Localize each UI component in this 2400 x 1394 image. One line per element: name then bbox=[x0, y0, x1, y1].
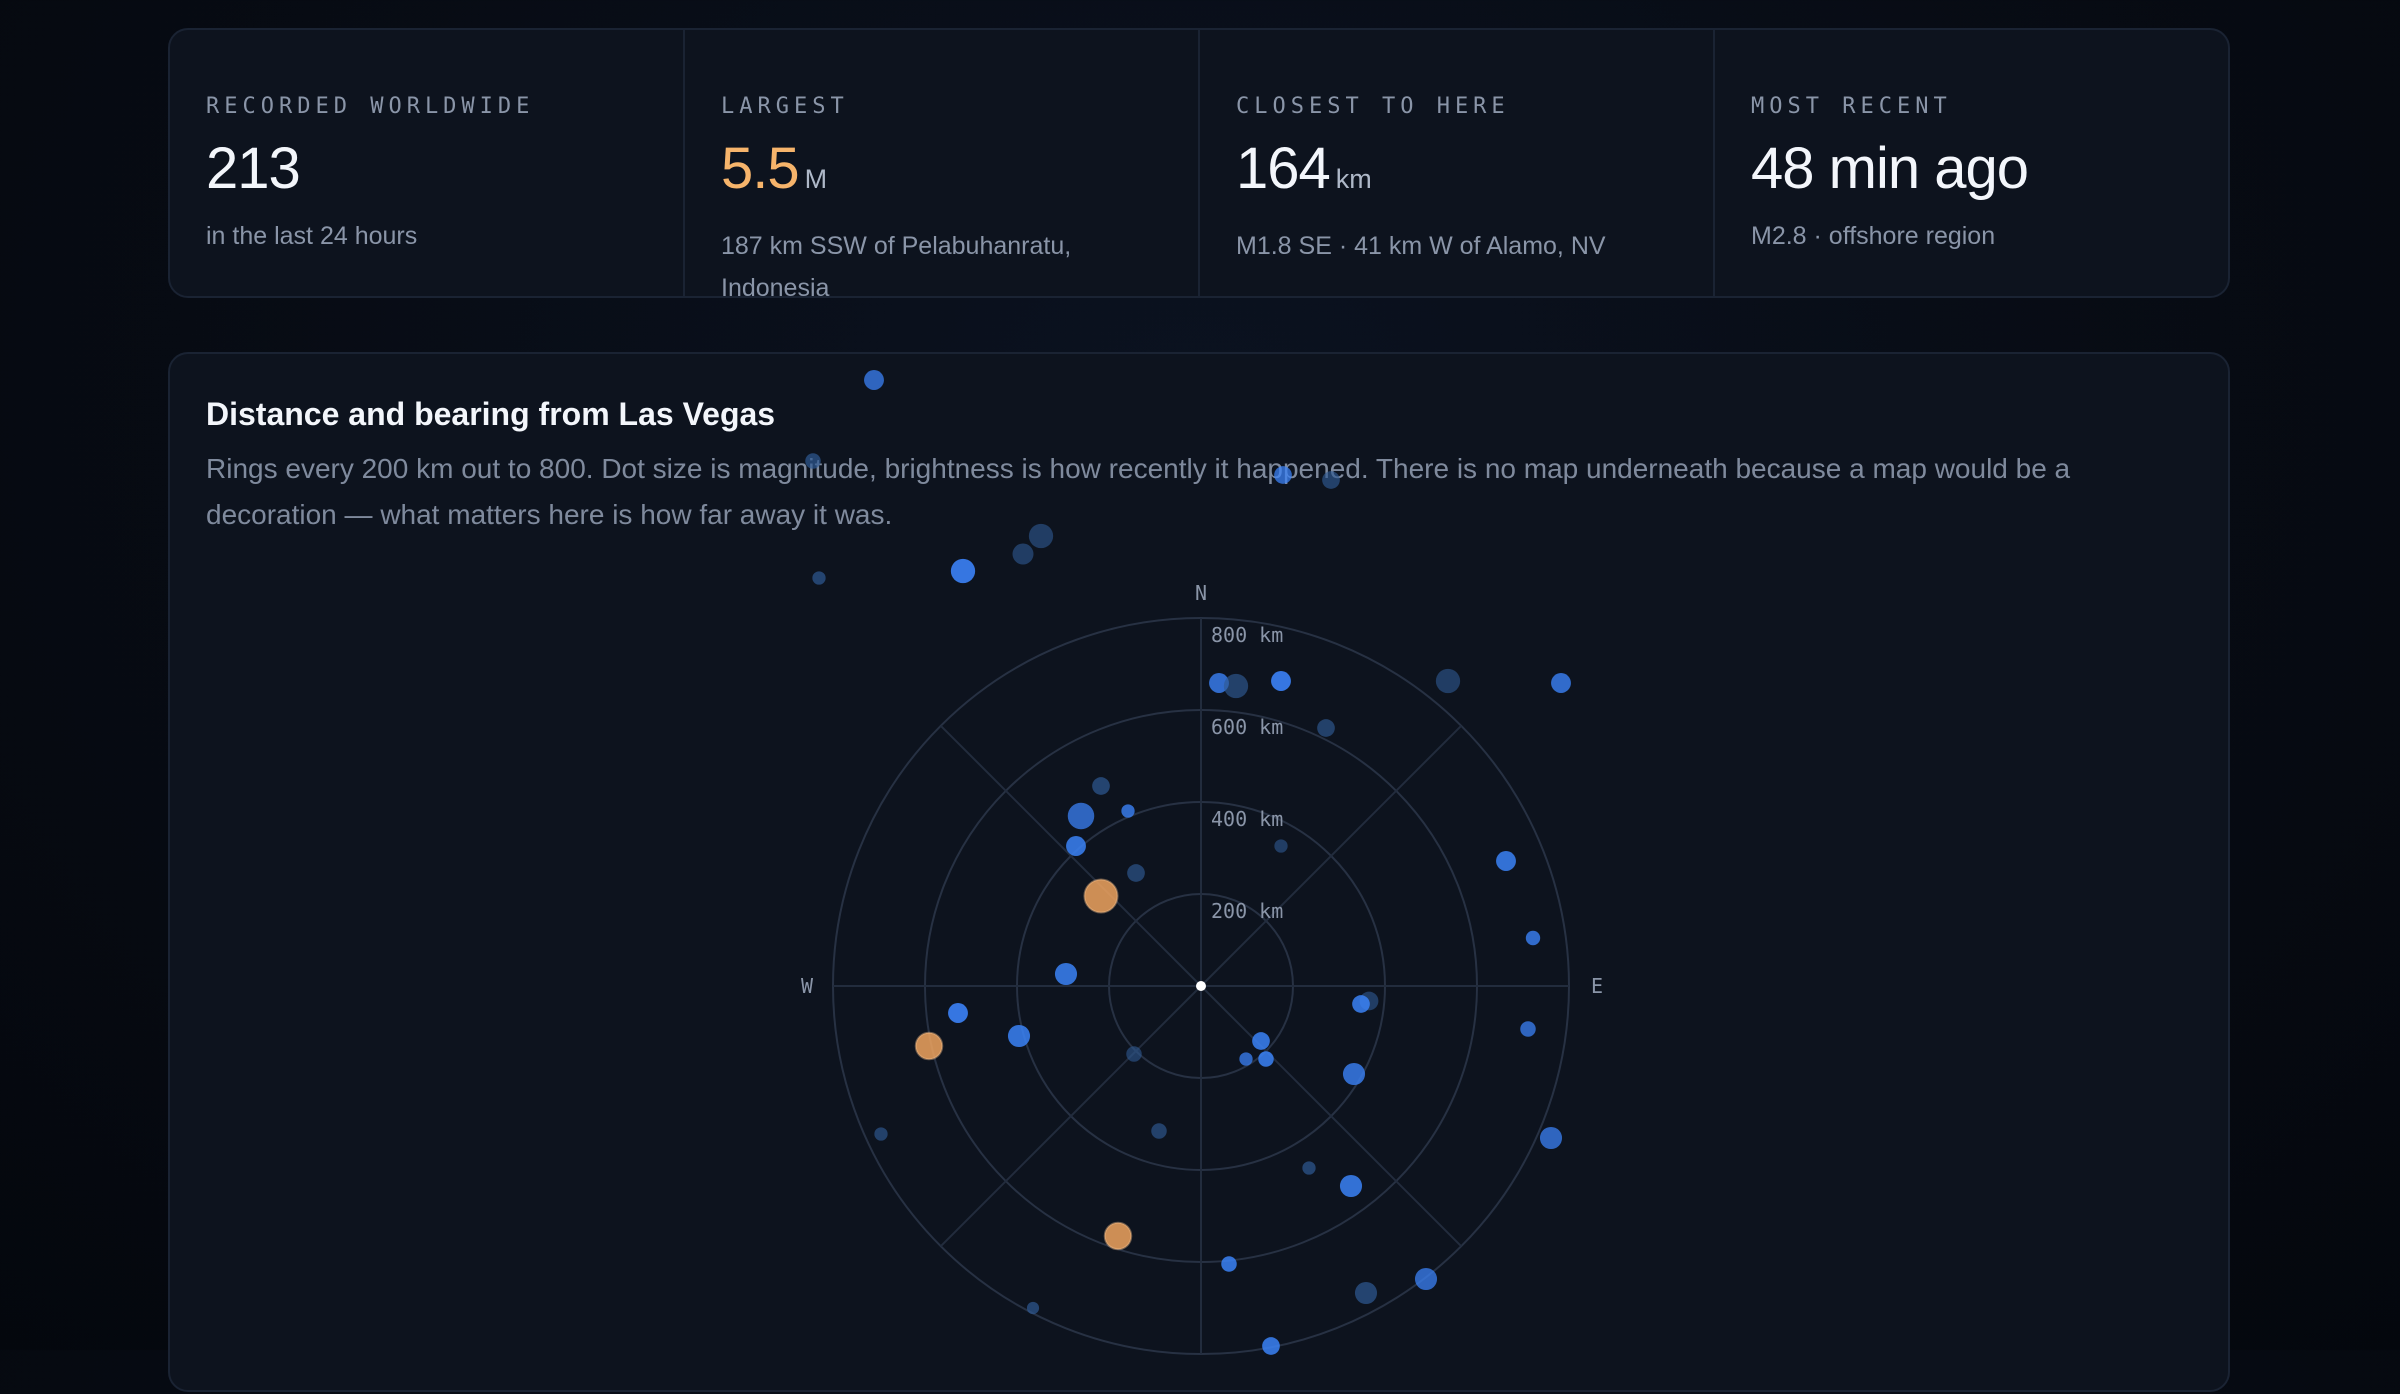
quake-point bbox=[1435, 668, 1461, 694]
quake-point bbox=[1221, 1256, 1237, 1272]
quake-point bbox=[1339, 1174, 1363, 1198]
quake-point bbox=[1209, 673, 1229, 693]
stat-unit: km bbox=[1335, 164, 1372, 194]
stat-value-number: 48 min ago bbox=[1751, 136, 2029, 201]
stat-value: 48 min ago bbox=[1751, 137, 2192, 201]
quake-point bbox=[1354, 1281, 1378, 1305]
quake-point bbox=[1271, 671, 1291, 691]
bearing-spoke bbox=[940, 985, 1202, 1247]
stat-largest: LARGEST 5.5 M 187 km SSW of Pelabuhanratu… bbox=[685, 30, 1200, 296]
quake-point bbox=[1127, 864, 1145, 882]
quake-point bbox=[1066, 836, 1086, 856]
stat-value: 5.5 M bbox=[721, 137, 1162, 211]
quake-point bbox=[1274, 466, 1292, 484]
quake-point bbox=[1496, 851, 1516, 871]
quake-point bbox=[1012, 543, 1034, 565]
compass-west-label: W bbox=[801, 974, 814, 998]
stat-sub: M2.8 · offshore region bbox=[1751, 222, 1996, 250]
bearing-spoke bbox=[1200, 725, 1462, 987]
quake-point bbox=[1223, 673, 1249, 699]
polar-grid bbox=[832, 617, 1570, 1355]
polar-chart: N E W 200 km 400 km 600 km 800 km bbox=[801, 370, 1603, 1355]
quake-point bbox=[1274, 839, 1288, 853]
quake-point bbox=[1414, 1267, 1438, 1291]
quake-point bbox=[1028, 523, 1054, 549]
quake-point bbox=[805, 453, 821, 469]
quake-point bbox=[1239, 1052, 1253, 1066]
stat-value: 213 bbox=[206, 137, 647, 201]
quake-point bbox=[1539, 1126, 1563, 1150]
quake-point bbox=[1302, 1161, 1316, 1175]
quake-point bbox=[948, 1003, 968, 1023]
quake-point-large bbox=[1103, 1221, 1133, 1251]
quake-point bbox=[1121, 804, 1135, 818]
quake-point bbox=[1352, 995, 1370, 1013]
ring-label: 600 km bbox=[1211, 715, 1283, 739]
quake-point bbox=[1258, 1051, 1274, 1067]
ring-label: 800 km bbox=[1211, 623, 1283, 647]
quake-point bbox=[1262, 1337, 1280, 1355]
quake-point bbox=[1520, 1021, 1536, 1037]
quake-point bbox=[864, 370, 884, 390]
stat-value: 164 km bbox=[1236, 137, 1677, 211]
stat-label: LARGEST bbox=[721, 94, 849, 119]
quake-point bbox=[1151, 1123, 1167, 1139]
quake-point bbox=[1551, 673, 1571, 693]
quake-point bbox=[1525, 930, 1541, 946]
polar-panel: Distance and bearing from Las Vegas Ring… bbox=[168, 352, 2230, 1392]
stat-value-number: 5.5 bbox=[721, 136, 800, 201]
origin-point bbox=[1196, 981, 1206, 991]
quake-point-large bbox=[914, 1031, 944, 1061]
stats-strip: RECORDED WORLDWIDE 213 in the last 24 ho… bbox=[168, 28, 2230, 298]
compass-north-label: N bbox=[1195, 581, 1207, 605]
stat-label: RECORDED WORLDWIDE bbox=[206, 94, 535, 119]
quake-point bbox=[1342, 1062, 1366, 1086]
stat-sub: M1.8 SE · 41 km W of Alamo, NV bbox=[1236, 232, 1606, 260]
stat-closest: CLOSEST TO HERE 164 km M1.8 SE · 41 km W … bbox=[1200, 30, 1715, 296]
stat-sub: in the last 24 hours bbox=[206, 222, 418, 250]
quake-point bbox=[1126, 1046, 1142, 1062]
quake-point-large bbox=[1083, 878, 1119, 914]
earthquake-points bbox=[805, 370, 1571, 1355]
stat-sub: 187 km SSW of Pelabuhanratu, Indonesia bbox=[721, 232, 1072, 298]
panel-title: Distance and bearing from Las Vegas bbox=[206, 396, 776, 432]
bearing-spoke bbox=[1200, 985, 1462, 1247]
ring-labels: 200 km 400 km 600 km 800 km bbox=[1211, 623, 1283, 923]
stat-most-recent: MOST RECENT 48 min ago M2.8 · offshore r… bbox=[1715, 30, 2228, 296]
quake-point bbox=[874, 1127, 888, 1141]
stat-value-number: 213 bbox=[206, 136, 301, 201]
panel-description: Rings every 200 km out to 800. Dot size … bbox=[206, 453, 2071, 530]
stat-label: MOST RECENT bbox=[1751, 94, 1952, 119]
quake-point bbox=[950, 558, 976, 584]
quake-point bbox=[1067, 802, 1095, 830]
quake-point bbox=[1317, 719, 1335, 737]
quake-point bbox=[1026, 1301, 1040, 1315]
ring-label: 400 km bbox=[1211, 807, 1283, 831]
ring-label: 200 km bbox=[1211, 899, 1283, 923]
stat-recorded-worldwide: RECORDED WORLDWIDE 213 in the last 24 ho… bbox=[170, 30, 685, 296]
compass-east-label: E bbox=[1591, 974, 1603, 998]
quake-point bbox=[812, 571, 826, 585]
quake-point bbox=[1092, 777, 1110, 795]
quake-point bbox=[1007, 1024, 1031, 1048]
stat-unit: M bbox=[804, 164, 828, 194]
quake-point bbox=[1054, 962, 1078, 986]
quake-point bbox=[1252, 1032, 1270, 1050]
stat-label: CLOSEST TO HERE bbox=[1236, 94, 1510, 119]
bearing-spoke bbox=[940, 725, 1202, 987]
quake-point bbox=[1322, 471, 1340, 489]
stat-value-number: 164 bbox=[1236, 136, 1331, 201]
